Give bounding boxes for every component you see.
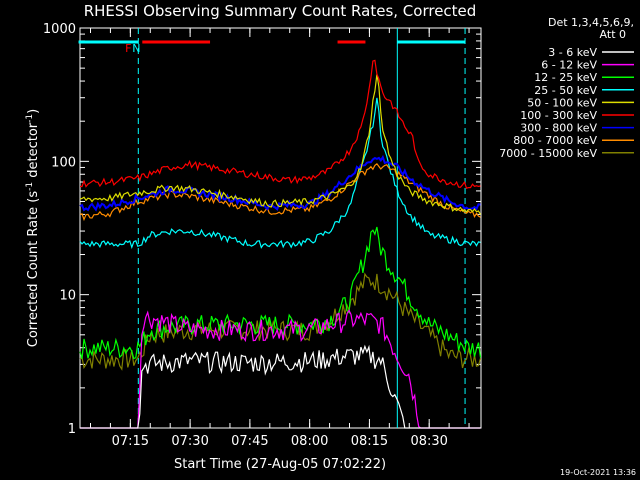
series-line-100-300-kev bbox=[80, 59, 481, 189]
x-axis-ticks: 07:15 07:30 07:45 08:00 08:15 08:30 bbox=[89, 28, 470, 449]
y-tick-label: 100 bbox=[51, 155, 76, 170]
flag-annotation-n: N bbox=[132, 42, 140, 55]
y-tick-label: 1000 bbox=[43, 22, 76, 37]
y-tick-label: 10 bbox=[59, 289, 76, 304]
legend-label: 100 - 300 keV bbox=[520, 109, 597, 122]
legend-label: 3 - 6 keV bbox=[548, 46, 597, 59]
plot-area bbox=[79, 27, 482, 429]
x-tick-label: 07:15 bbox=[112, 434, 149, 449]
y-axis-ticks: 1 10 100 1000 bbox=[43, 22, 481, 437]
y-tick-label: 1 bbox=[68, 422, 76, 437]
legend-label: 800 - 7000 keV bbox=[513, 134, 597, 147]
legend-label: 25 - 50 keV bbox=[534, 84, 597, 97]
series-line-3-6-kev bbox=[80, 344, 481, 429]
y-axis-label: Corrected Count Rate (s-1 detector-1) bbox=[25, 109, 41, 347]
render-timestamp: 19-Oct-2021 13:36 bbox=[560, 468, 636, 477]
legend-label: 6 - 12 keV bbox=[541, 59, 597, 72]
series-line-25-50-kev bbox=[79, 97, 481, 250]
x-axis-label: Start Time (27-Aug-05 07:02:22) bbox=[174, 457, 386, 472]
series-lines bbox=[79, 59, 482, 429]
series-line-6-12-kev bbox=[80, 309, 481, 429]
legend-label: 50 - 100 keV bbox=[527, 96, 597, 109]
legend-header-attenuator: Att 0 bbox=[600, 28, 626, 41]
legend-header-detectors: Det 1,3,4,5,6,9, bbox=[548, 16, 634, 29]
legend-label: 300 - 800 keV bbox=[520, 122, 597, 135]
x-tick-label: 08:00 bbox=[291, 434, 328, 449]
chart-title: RHESSI Observing Summary Count Rates, Co… bbox=[84, 2, 477, 20]
series-line-50-100-kev bbox=[79, 74, 482, 215]
series-line-12-25-kev bbox=[79, 226, 482, 360]
series-line-300-800-kev bbox=[79, 154, 481, 212]
plot-frame bbox=[79, 27, 482, 429]
x-tick-label: 07:45 bbox=[231, 434, 268, 449]
x-tick-label: 08:30 bbox=[410, 434, 447, 449]
flag-annotation-f: F bbox=[125, 42, 131, 55]
legend-label: 12 - 25 keV bbox=[534, 71, 597, 84]
legend-label: 7000 - 15000 keV bbox=[499, 147, 597, 160]
x-tick-label: 07:30 bbox=[171, 434, 208, 449]
x-tick-label: 08:15 bbox=[351, 434, 388, 449]
